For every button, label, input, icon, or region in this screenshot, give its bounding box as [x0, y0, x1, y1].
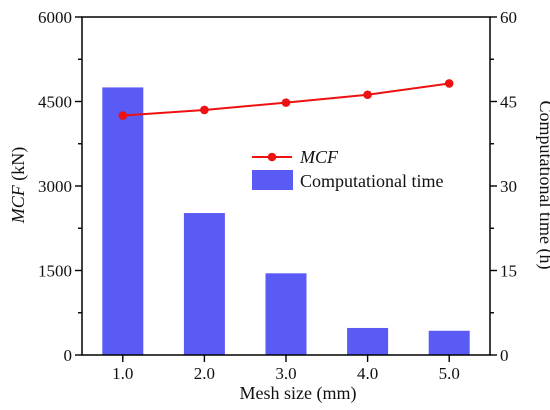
legend-time-swatch	[252, 170, 293, 190]
right-tick-label-30: 30	[500, 177, 517, 196]
y-axis-label-unit: (kN)	[8, 147, 29, 186]
left-tick-label-6000: 6000	[38, 8, 72, 27]
x-tick-label-1.0: 1.0	[112, 364, 133, 383]
left-tick-label-4500: 4500	[38, 93, 72, 112]
y-axis-label: MCF (kN)	[8, 147, 29, 225]
right-tick-label-0: 0	[500, 346, 509, 365]
x-tick-label-3.0: 3.0	[275, 364, 296, 383]
bar-3.0	[265, 273, 307, 355]
x-tick-label-4.0: 4.0	[357, 364, 378, 383]
legend-time-label: Computational time	[300, 171, 443, 191]
right-tick-label-60: 60	[500, 8, 517, 27]
left-tick-label-3000: 3000	[38, 177, 72, 196]
mcf-point-2.0	[200, 105, 209, 115]
bar-series	[102, 87, 470, 356]
mcf-point-4.0	[363, 90, 372, 100]
mcf-line-series	[118, 79, 454, 120]
x-tick-label-5.0: 5.0	[439, 364, 460, 383]
right-tick-label-45: 45	[500, 93, 517, 112]
bar-4.0	[347, 327, 389, 355]
bar-1.0	[102, 87, 144, 356]
bar-2.0	[183, 213, 225, 355]
left-tick-label-0: 0	[64, 346, 73, 365]
legend-mcf-label: MCF	[299, 147, 339, 167]
legend-mcf-marker	[267, 152, 277, 162]
tick-labels: 0 1500 3000 4500 6000 0 15 30 45 60 1.0 2.0 3.0 4.0 5.…	[38, 8, 517, 383]
x-tick-label-2.0: 2.0	[194, 364, 215, 383]
y-axis-label-italic: MCF	[8, 184, 28, 224]
mcf-point-5.0	[444, 79, 454, 88]
right-tick-label-15: 15	[500, 262, 517, 281]
legend: MCF Computational time	[252, 147, 443, 191]
mcf-point-3.0	[281, 98, 291, 107]
x-axis-label: Mesh size (mm)	[240, 383, 357, 404]
left-tick-label-1500: 1500	[38, 262, 72, 281]
bar-5.0	[428, 330, 470, 355]
mcf-point-1.0	[118, 111, 128, 120]
axes	[75, 16, 497, 362]
y2-axis-label: Computational time (h)	[535, 101, 550, 270]
